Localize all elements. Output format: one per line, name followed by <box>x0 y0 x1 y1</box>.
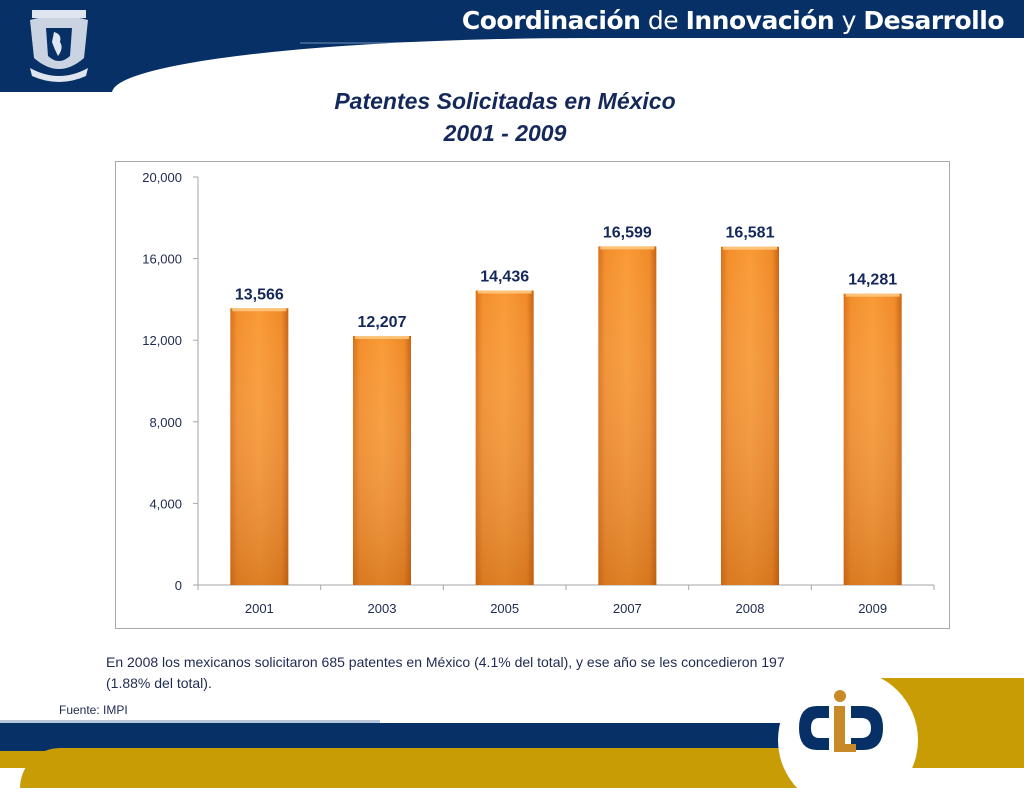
data-label: 14,281 <box>848 272 897 289</box>
y-tick-label: 8,000 <box>149 415 182 430</box>
header-swoosh <box>112 38 1024 148</box>
cid-logo <box>799 690 883 752</box>
data-label: 16,599 <box>603 224 652 241</box>
data-label: 14,436 <box>480 269 529 286</box>
brand-title: Coordinación de Innovación y Desarrollo <box>461 6 1005 35</box>
footer-gold-curve <box>20 748 820 788</box>
bar-highlight <box>232 308 287 312</box>
x-tick-label: 2009 <box>858 601 887 616</box>
bar-2003 <box>353 335 411 585</box>
bar-shade <box>353 335 411 585</box>
data-label: 13,566 <box>235 286 284 303</box>
bar-chart: 0 4,000 8,000 12,000 16,000 20,000 13,566 2001… <box>142 170 935 616</box>
bar-highlight <box>723 246 777 250</box>
y-tick-label: 4,000 <box>149 496 182 511</box>
data-label: 12,207 <box>358 314 407 331</box>
chart-title-line2: 2001 - 2009 <box>443 120 567 146</box>
footer-light-line <box>0 720 380 723</box>
bar-2009 <box>843 293 902 585</box>
bar-2005 <box>475 290 534 585</box>
data-label: 16,581 <box>726 225 775 242</box>
unam-seal-logo <box>30 10 88 82</box>
bar-shade <box>598 246 657 585</box>
bar-highlight <box>845 293 900 297</box>
chart-frame: 0 4,000 8,000 12,000 16,000 20,000 13,566 2001… <box>115 161 950 629</box>
y-tick-label: 16,000 <box>142 252 182 267</box>
bar-shade <box>475 290 534 585</box>
bar-shade <box>721 246 779 585</box>
x-tick-label: 2001 <box>245 601 274 616</box>
y-tick-label: 12,000 <box>142 333 182 348</box>
brand-word-5: Desarrollo <box>863 6 1004 35</box>
footnote-text: En 2008 los mexicanos solicitaron 685 pa… <box>106 654 785 691</box>
brand-word-2: de <box>647 6 679 35</box>
x-tick-label: 2008 <box>736 601 765 616</box>
x-tick-label: 2007 <box>613 601 642 616</box>
bar-shade <box>843 293 902 585</box>
x-tick-label: 2005 <box>490 601 519 616</box>
x-tick-label: 2003 <box>368 601 397 616</box>
bar-highlight <box>355 335 409 339</box>
bar-2001 <box>230 308 289 585</box>
bar-2008 <box>721 246 779 585</box>
chart-title-line1: Patentes Solicitadas en México <box>334 88 676 114</box>
brand-word-1: Coordinación <box>461 6 641 35</box>
y-tick-label: 20,000 <box>142 170 182 185</box>
brand-word-3: Innovación <box>685 6 835 35</box>
y-tick-label: 0 <box>175 578 182 593</box>
bar-shade <box>230 308 289 585</box>
bar-highlight <box>600 246 655 250</box>
source-text: Fuente: IMPI <box>59 703 128 717</box>
footer-blue-band <box>0 723 800 751</box>
brand-word-4: y <box>841 6 857 35</box>
bar-highlight <box>477 290 532 294</box>
bar-2007 <box>598 246 657 585</box>
